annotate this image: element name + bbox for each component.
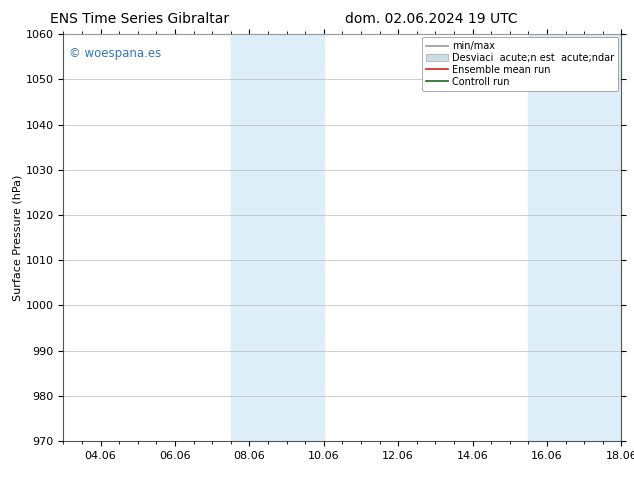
Text: dom. 02.06.2024 19 UTC: dom. 02.06.2024 19 UTC xyxy=(345,12,517,26)
Y-axis label: Surface Pressure (hPa): Surface Pressure (hPa) xyxy=(13,174,23,301)
Text: © woespana.es: © woespana.es xyxy=(69,47,161,59)
Text: ENS Time Series Gibraltar: ENS Time Series Gibraltar xyxy=(50,12,229,26)
Bar xyxy=(528,34,621,441)
Bar xyxy=(231,34,324,441)
Legend: min/max, Desviaci  acute;n est  acute;ndar, Ensemble mean run, Controll run: min/max, Desviaci acute;n est acute;ndar… xyxy=(422,37,618,91)
